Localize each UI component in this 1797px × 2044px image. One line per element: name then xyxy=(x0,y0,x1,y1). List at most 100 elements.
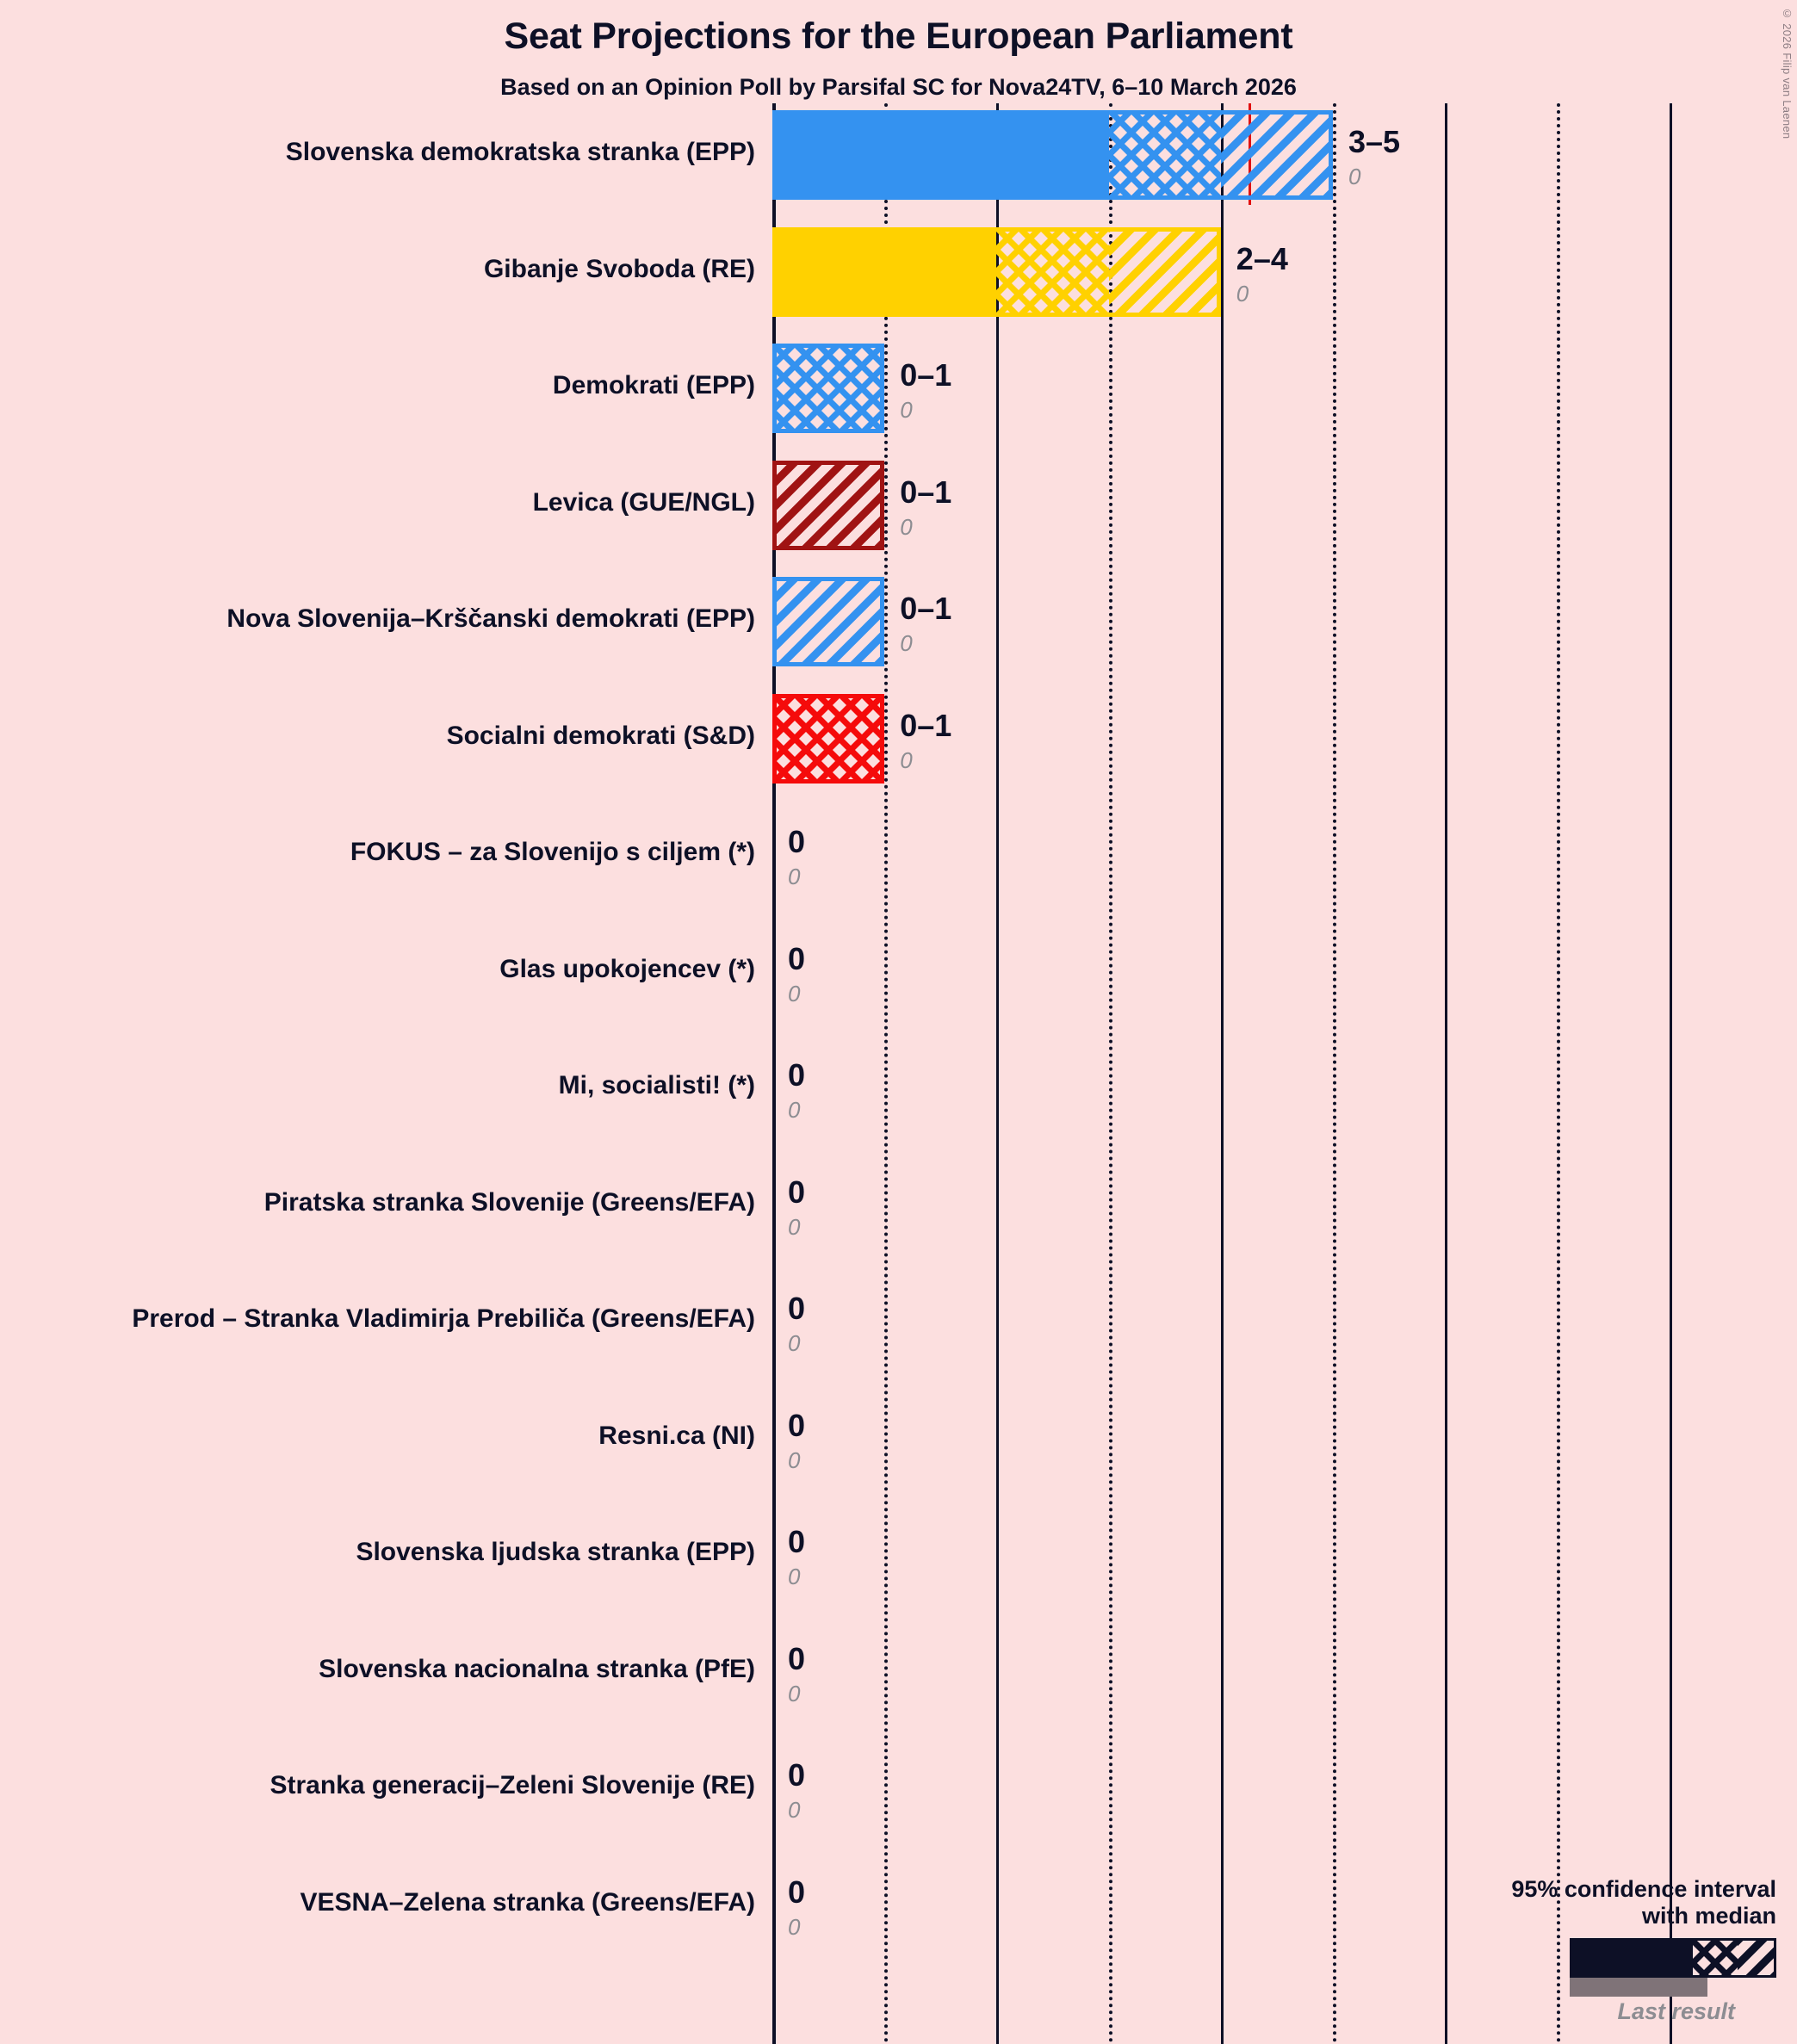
legend-last-result-bar xyxy=(1570,1978,1707,1997)
bar-segment-diagonal xyxy=(772,577,885,666)
party-label: Prerod – Stranka Vladimirja Prebiliča (G… xyxy=(132,1304,755,1333)
legend-last-result-label: Last result xyxy=(1617,1998,1735,2024)
bar-segment-crosshatch xyxy=(772,344,885,433)
gridline-8 xyxy=(1669,103,1672,2044)
legend-segment-solid xyxy=(1572,1941,1694,1975)
bar-segment-crosshatch xyxy=(996,226,1109,317)
last-result-value: 0 xyxy=(900,746,913,773)
seat-range-value: 0–1 xyxy=(900,591,952,626)
page-title: Seat Projections for the European Parlia… xyxy=(504,15,1293,57)
last-result-value: 0 xyxy=(900,513,913,540)
chart-row: VESNA–Zelena stranka (Greens/EFA) 0 0 xyxy=(0,1861,1797,1950)
seat-range-value: 0 xyxy=(788,1524,806,1559)
seat-range-value: 0 xyxy=(788,824,806,859)
confidence-interval-bar xyxy=(772,577,885,666)
bar-segment-diagonal xyxy=(772,460,885,550)
last-result-value: 0 xyxy=(788,1446,801,1473)
party-label: Socialni demokrati (S&D) xyxy=(446,721,755,750)
last-result-value: 0 xyxy=(788,1680,801,1706)
legend-sample-bar xyxy=(1570,1938,1776,1978)
seat-range-value: 0 xyxy=(788,1640,806,1676)
chart-row: Resni.ca (NI) 0 0 xyxy=(0,1394,1797,1483)
seat-range-value: 0 xyxy=(788,1174,806,1210)
bar-segment-crosshatch xyxy=(1108,110,1221,200)
chart-row: Slovenska nacionalna stranka (PfE) 0 0 xyxy=(0,1627,1797,1717)
chart-row: Piratska stranka Slovenije (Greens/EFA) 0… xyxy=(0,1161,1797,1250)
party-label: Slovenska demokratska stranka (EPP) xyxy=(285,138,755,166)
seat-range-value: 0 xyxy=(788,940,806,976)
seat-range-value: 0–1 xyxy=(900,357,952,393)
party-label: Glas upokojencev (*) xyxy=(499,954,755,983)
party-label: Mi, socialisti! (*) xyxy=(558,1071,755,1099)
chart-legend: 95% confidence interval with median Last… xyxy=(1466,1876,1776,2025)
chart-row: Stranka generacij–Zeleni Slovenije (RE) 0… xyxy=(0,1744,1797,1833)
seat-range-value: 0 xyxy=(788,1057,806,1093)
chart-row: Socialni demokrati (S&D) 0–1 0 xyxy=(0,693,1797,784)
last-result-value: 0 xyxy=(788,1097,801,1123)
gridline-7 xyxy=(1557,103,1561,2044)
copyright-notice: © 2026 Filip van Laenen xyxy=(1781,7,1794,139)
last-result-value: 0 xyxy=(1348,164,1361,189)
last-result-value: 0 xyxy=(788,1913,801,1940)
gridline-2 xyxy=(996,103,1000,2044)
legend-last-result-wrap: Last result xyxy=(1466,1978,1776,2025)
legend-line-1: 95% confidence interval xyxy=(1511,1875,1776,1902)
seat-range-value: 0–1 xyxy=(900,707,952,743)
confidence-interval-bar xyxy=(772,460,885,550)
chart-row: Demokrati (EPP) 0–1 0 xyxy=(0,344,1797,433)
y-axis-line xyxy=(772,103,776,2044)
party-label: FOKUS – za Slovenijo s ciljem (*) xyxy=(350,838,755,866)
last-result-value: 0 xyxy=(788,864,801,889)
last-result-value: 0 xyxy=(900,397,913,423)
last-result-value: 0 xyxy=(788,1213,801,1240)
party-label: Slovenska ljudska stranka (EPP) xyxy=(356,1538,755,1566)
bar-segment-diagonal xyxy=(1220,110,1333,200)
gridline-3 xyxy=(1108,103,1112,2044)
chart-row: Gibanje Svoboda (RE) 2–4 0 xyxy=(0,226,1797,317)
last-result-value: 0 xyxy=(788,1797,801,1823)
chart-row: Glas upokojencev (*) 0 0 xyxy=(0,927,1797,1017)
chart-row: Levica (GUE/NGL) 0–1 0 xyxy=(0,460,1797,550)
last-result-value: 0 xyxy=(900,630,913,656)
last-result-value: 0 xyxy=(788,1330,801,1356)
confidence-interval-bar xyxy=(772,344,885,433)
confidence-interval-bar xyxy=(772,693,885,784)
party-label: Levica (GUE/NGL) xyxy=(532,487,755,517)
confidence-interval-bar xyxy=(772,110,1333,200)
chart-subtitle: Based on an Opinion Poll by Parsifal SC … xyxy=(500,74,1297,100)
last-result-value: 0 xyxy=(1236,280,1249,307)
legend-segment-diagonal xyxy=(1737,1941,1774,1975)
legend-line-2: with median xyxy=(1641,1902,1776,1929)
chart-row: Nova Slovenija–Krščanski demokrati (EPP)… xyxy=(0,577,1797,666)
seat-range-value: 0–1 xyxy=(900,474,952,510)
chart-row: FOKUS – za Slovenijo s ciljem (*) 0 0 xyxy=(0,810,1797,900)
party-label: Nova Slovenija–Krščanski demokrati (EPP) xyxy=(226,604,755,633)
seat-range-value: 0 xyxy=(788,1757,806,1793)
party-label: Demokrati (EPP) xyxy=(552,371,755,400)
chart-row: Mi, socialisti! (*) 0 0 xyxy=(0,1044,1797,1133)
party-label: Stranka generacij–Zeleni Slovenije (RE) xyxy=(270,1771,755,1799)
last-result-value: 0 xyxy=(788,980,801,1007)
gridline-4 xyxy=(1220,103,1224,2044)
party-label: VESNA–Zelena stranka (Greens/EFA) xyxy=(300,1887,755,1917)
confidence-interval-bar xyxy=(772,226,1221,317)
party-label: Slovenska nacionalna stranka (PfE) xyxy=(319,1654,755,1683)
chart-row: Prerod – Stranka Vladimirja Prebiliča (G… xyxy=(0,1277,1797,1366)
party-label: Piratska stranka Slovenije (Greens/EFA) xyxy=(263,1187,755,1217)
seat-range-value: 0 xyxy=(788,1291,806,1326)
seat-range-value: 2–4 xyxy=(1236,240,1288,276)
bar-segment-crosshatch xyxy=(772,693,885,784)
bar-segment-diagonal xyxy=(1108,226,1221,317)
party-label: Resni.ca (NI) xyxy=(598,1421,755,1450)
chart-row: Slovenska ljudska stranka (EPP) 0 0 xyxy=(0,1510,1797,1600)
party-label: Gibanje Svoboda (RE) xyxy=(483,254,755,283)
legend-segment-crosshatch xyxy=(1693,1941,1738,1975)
seat-range-value: 0 xyxy=(788,1407,806,1443)
last-result-value: 0 xyxy=(788,1564,801,1589)
gridline-6 xyxy=(1445,103,1448,2044)
bar-segment-solid xyxy=(772,110,1109,200)
seat-range-value: 3–5 xyxy=(1348,124,1401,159)
chart-row: Slovenska demokratska stranka (EPP) 3–5 0 xyxy=(0,110,1797,200)
